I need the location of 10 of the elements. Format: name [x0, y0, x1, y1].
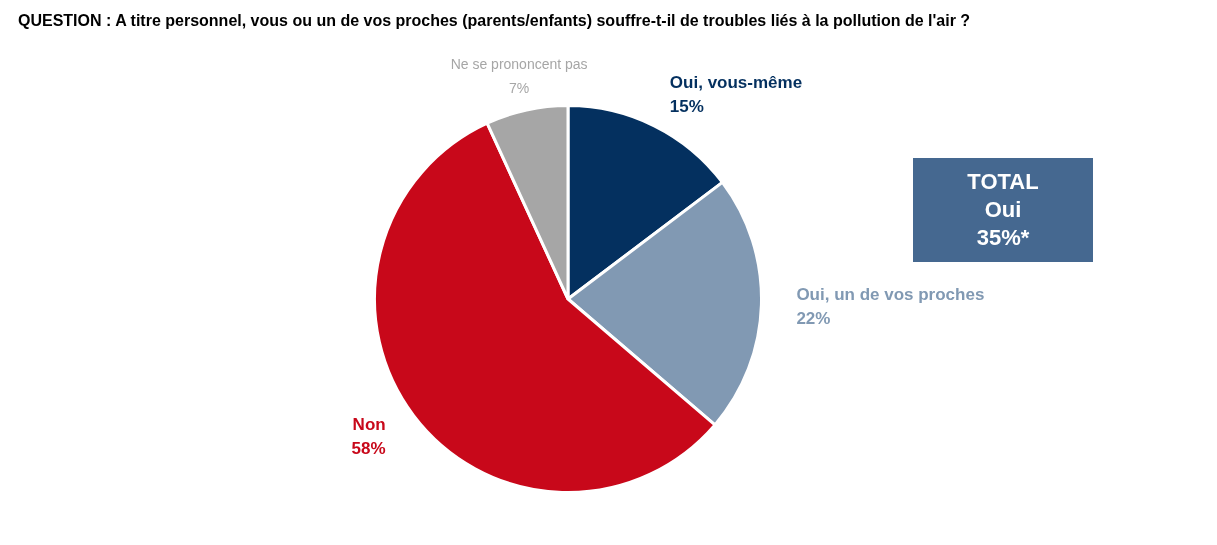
slice-label: Oui, vous-même — [669, 73, 803, 93]
data-label: 58% — [351, 439, 386, 459]
slice-label: Non — [352, 415, 386, 435]
chart-title: QUESTION : A titre personnel, vous ou un de vos proches (parents/enfants) souffre-t-il de troubles liés à la pollution de l'air ? — [17, 11, 972, 31]
data-label: 15% — [669, 97, 704, 117]
text: TOTAL Oui 35%* — [913, 158, 1093, 262]
slice-label: Ne se prononcent pas — [450, 55, 588, 72]
slice-label: Oui, un de vos proches — [796, 284, 985, 304]
data-label: 22% — [796, 308, 831, 328]
data-label: 7% — [509, 79, 530, 96]
